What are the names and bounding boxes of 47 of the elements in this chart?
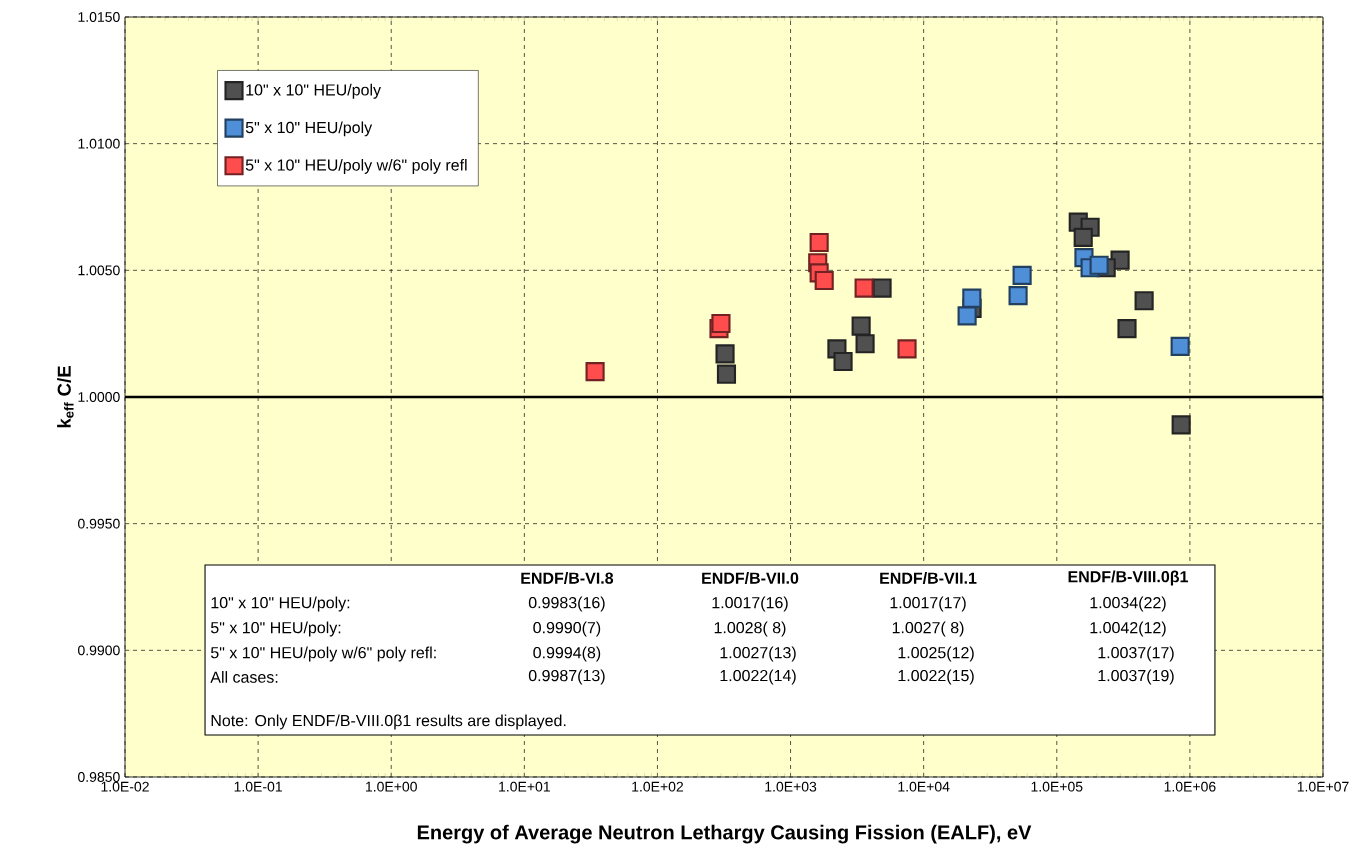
y-tick-label: 0.9850 bbox=[78, 772, 120, 782]
annotation: 1.0027(13) bbox=[720, 646, 796, 662]
annotation: ENDF/B-VII.1 bbox=[880, 572, 977, 584]
annotation: 1.0037(17) bbox=[1098, 646, 1174, 662]
x-tick-label: 1.0E+06 bbox=[1164, 781, 1216, 792]
x-axis-title: Energy of Average Neutron Lethargy Causing Fission (EALF), eV bbox=[417, 824, 1032, 844]
annotation: ENDF/B-VII.0 bbox=[702, 572, 799, 584]
annotation: ENDF/B-VI.8 bbox=[521, 572, 614, 584]
x-tick-label: 1.0E+05 bbox=[1031, 781, 1083, 792]
annotation: 0.9990(7) bbox=[533, 621, 601, 637]
annotation: 1.0028( 8) bbox=[714, 621, 786, 637]
annotation: All cases: bbox=[210, 671, 278, 683]
legend-label: 5" x 10" HEU/poly bbox=[245, 121, 373, 137]
annotation: 0.9983(16) bbox=[528, 596, 605, 612]
y-tick-label: 0.9900 bbox=[78, 645, 120, 656]
annotation: 1.0017(17) bbox=[890, 596, 966, 612]
annotation: Note: Only ENDF/B-VIII.0β1 results are displayed. bbox=[211, 714, 566, 730]
annotation: 5" x 10" HEU/poly: bbox=[210, 621, 341, 637]
x-tick-label: 1.0E-02 bbox=[101, 781, 149, 792]
annotation: 1.0037(19) bbox=[1098, 669, 1174, 685]
legend-label: 10" x 10" HEU/poly bbox=[246, 83, 381, 99]
annotation: 1.0022(14) bbox=[720, 669, 796, 685]
x-tick-label: 1.0E+02 bbox=[632, 781, 683, 792]
annotation: ENDF/B-VIII.0β1 bbox=[1068, 570, 1188, 586]
x-tick-label: 1.0E+07 bbox=[1297, 781, 1349, 792]
x-tick-label: 1.0E+03 bbox=[765, 781, 817, 792]
annotation: 10" x 10" HEU/poly: bbox=[211, 596, 350, 612]
y-tick-label: 0.9950 bbox=[78, 518, 120, 529]
y-tick-label: 1.0100 bbox=[78, 138, 120, 149]
x-tick-label: 1.0E+00 bbox=[366, 781, 417, 792]
annotation: 1.0017(16) bbox=[712, 596, 788, 612]
y-tick-label: 1.0050 bbox=[78, 265, 120, 276]
y-tick-label: 1.0150 bbox=[78, 12, 120, 22]
annotation: 1.0042(12) bbox=[1090, 621, 1166, 637]
x-tick-label: 1.0E+01 bbox=[499, 781, 550, 792]
annotation: 0.9994(8) bbox=[533, 646, 601, 662]
annotation: 1.0025(12) bbox=[898, 646, 974, 662]
x-tick-label: 1.0E-01 bbox=[234, 781, 282, 792]
x-tick-label: 1.0E+04 bbox=[898, 781, 950, 792]
y-tick-label: 1.0000 bbox=[78, 392, 120, 402]
legend-label: 5" x 10" HEU/poly w/6" poly refl bbox=[245, 158, 467, 174]
annotation: 5" x 10" HEU/poly w/6" poly refl: bbox=[210, 646, 436, 662]
y-axis-title: k$_{eff}$ C/E bbox=[57, 366, 74, 428]
annotation: 1.0027( 8) bbox=[892, 621, 964, 637]
annotation: 1.0034(22) bbox=[1090, 596, 1166, 612]
annotation: 1.0022(15) bbox=[898, 669, 974, 685]
annotation: 0.9987(13) bbox=[528, 669, 605, 685]
